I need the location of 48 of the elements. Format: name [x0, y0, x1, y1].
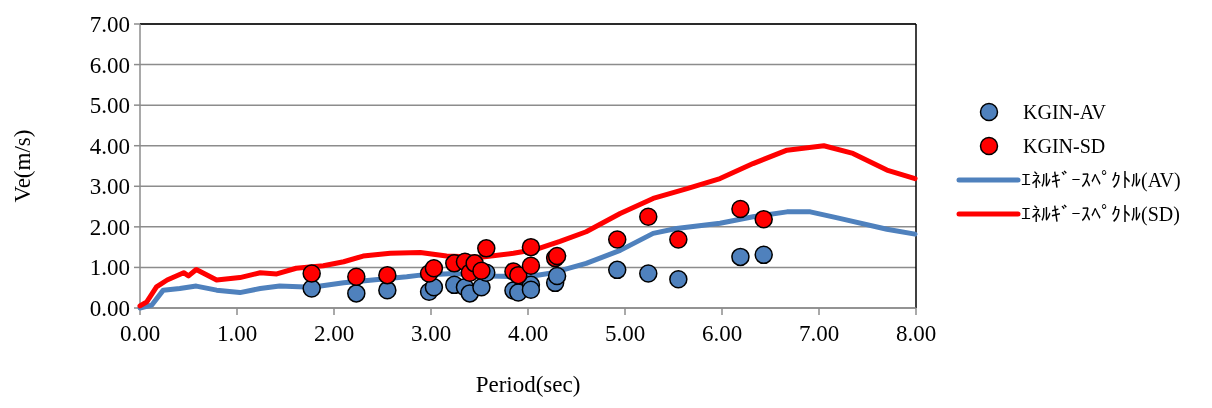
y-tick-label: 3.00: [89, 174, 130, 200]
point: [607, 230, 627, 249]
point: [378, 280, 397, 300]
point: [521, 280, 541, 299]
point: [472, 278, 491, 297]
point: [472, 261, 491, 280]
y-tick-label: 1.00: [89, 255, 130, 281]
legend-label: ｴﾈﾙｷﾞｰｽﾍﾟｸﾄﾙ(AV): [1021, 169, 1181, 192]
point: [302, 279, 321, 298]
y-tick-label: 5.00: [89, 93, 130, 119]
x-tick-label: 2.00: [313, 321, 355, 346]
point: [639, 207, 658, 226]
y-tick-label: 0.00: [89, 296, 130, 321]
y-axis-title: Ve(m/s): [10, 129, 35, 203]
point: [731, 199, 750, 219]
x-axis-title: Period(sec): [475, 372, 581, 397]
y-tick-label: 6.00: [89, 52, 130, 78]
x-tick-label: 1.00: [216, 321, 258, 346]
point: [607, 260, 627, 280]
y-tick-label: 4.00: [89, 133, 130, 159]
point: [547, 266, 567, 286]
legend-label: ｴﾈﾙｷﾞｰｽﾍﾟｸﾄﾙ(SD): [1021, 203, 1180, 226]
x-tick-label: 7.00: [798, 321, 840, 346]
point: [521, 237, 541, 257]
x-tick-label: 5.00: [604, 321, 646, 346]
point: [521, 256, 541, 276]
point: [347, 267, 366, 287]
x-tick-label: 6.00: [701, 321, 743, 346]
point: [302, 264, 321, 283]
x-tick-label: 8.00: [895, 321, 937, 346]
x-tick-label: 3.00: [410, 321, 452, 346]
y-tick-label: 2.00: [89, 214, 130, 240]
x-tick-label: 4.00: [507, 321, 549, 346]
legend-label: KGIN-SD: [1023, 135, 1106, 157]
point: [378, 265, 397, 285]
point: [347, 284, 366, 303]
point: [669, 230, 688, 249]
point: [477, 239, 496, 258]
point: [754, 245, 773, 265]
y-tick-label: 7.00: [89, 12, 130, 37]
point: [669, 269, 688, 289]
x-tick-label: 0.00: [119, 321, 161, 346]
point: [731, 247, 750, 267]
legend-label: KGIN-AV: [1023, 101, 1107, 123]
point: [754, 209, 773, 229]
point: [639, 264, 658, 283]
point: [424, 258, 444, 278]
point: [509, 265, 528, 285]
